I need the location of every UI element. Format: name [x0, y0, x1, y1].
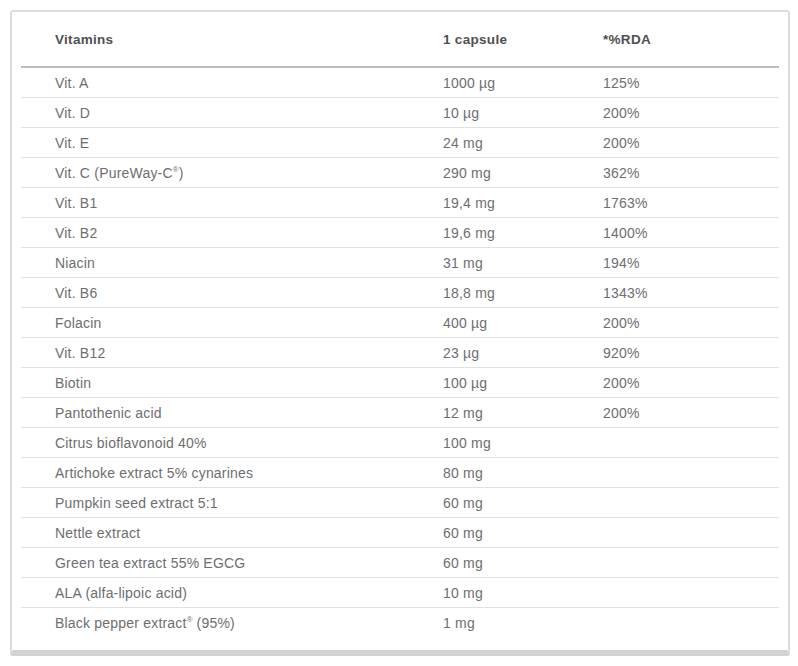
column-header-rda: *%RDA: [603, 32, 779, 47]
rda-value: 200%: [603, 135, 779, 151]
table-header-row: Vitamins 1 capsule *%RDA: [21, 12, 779, 68]
amount-value: 60 mg: [443, 495, 603, 511]
table-row: Vit. B119,4 mg1763%: [21, 188, 779, 218]
nutrition-table-card: Vitamins 1 capsule *%RDA Vit. A1000 µg12…: [10, 10, 790, 656]
table-row: Vit. E24 mg200%: [21, 128, 779, 158]
vitamin-name: Vit. C (PureWay-C®): [21, 165, 443, 181]
rda-value: 194%: [603, 255, 779, 271]
vitamin-name: Citrus bioflavonoid 40%: [21, 435, 443, 451]
page: Vitamins 1 capsule *%RDA Vit. A1000 µg12…: [0, 0, 798, 666]
amount-value: 19,6 mg: [443, 225, 603, 241]
registered-trademark-symbol: ®: [173, 165, 179, 174]
table-row: Vit. A1000 µg125%: [21, 68, 779, 98]
rda-value: 362%: [603, 165, 779, 181]
vitamin-name: Pumpkin seed extract 5:1: [21, 495, 443, 511]
amount-value: 24 mg: [443, 135, 603, 151]
rda-value: 200%: [603, 315, 779, 331]
amount-value: 60 mg: [443, 555, 603, 571]
amount-value: 10 mg: [443, 585, 603, 601]
vitamin-name: Nettle extract: [21, 525, 443, 541]
vitamin-name: Vit. B2: [21, 225, 443, 241]
rda-value: 200%: [603, 105, 779, 121]
amount-value: 80 mg: [443, 465, 603, 481]
vitamin-name: Artichoke extract 5% cynarines: [21, 465, 443, 481]
vitamin-name: Folacin: [21, 315, 443, 331]
rda-value: 1343%: [603, 285, 779, 301]
vitamin-name: Vit. B1: [21, 195, 443, 211]
column-header-vitamins: Vitamins: [21, 32, 443, 47]
vitamin-name: Vit. B12: [21, 345, 443, 361]
amount-value: 100 µg: [443, 375, 603, 391]
table-body: Vit. A1000 µg125%Vit. D10 µg200%Vit. E24…: [21, 68, 779, 638]
registered-trademark-symbol: ®: [187, 615, 193, 624]
vitamin-name: Vit. D: [21, 105, 443, 121]
table-row: Vit. B1223 µg920%: [21, 338, 779, 368]
table-row: Vit. C (PureWay-C®)290 mg362%: [21, 158, 779, 188]
amount-value: 12 mg: [443, 405, 603, 421]
vitamin-name: Black pepper extract® (95%): [21, 615, 443, 631]
table-row: Vit. D10 µg200%: [21, 98, 779, 128]
table-row: Vit. B219,6 mg1400%: [21, 218, 779, 248]
vitamin-name: ALA (alfa-lipoic acid): [21, 585, 443, 601]
amount-value: 10 µg: [443, 105, 603, 121]
table-row: Pumpkin seed extract 5:160 mg: [21, 488, 779, 518]
rda-value: 200%: [603, 375, 779, 391]
vitamin-name: Vit. B6: [21, 285, 443, 301]
table-row: Nettle extract60 mg: [21, 518, 779, 548]
amount-value: 1000 µg: [443, 75, 603, 91]
column-header-capsule: 1 capsule: [443, 32, 603, 47]
amount-value: 100 mg: [443, 435, 603, 451]
amount-value: 18,8 mg: [443, 285, 603, 301]
table-row: Citrus bioflavonoid 40%100 mg: [21, 428, 779, 458]
amount-value: 290 mg: [443, 165, 603, 181]
table-row: Folacin400 µg200%: [21, 308, 779, 338]
amount-value: 31 mg: [443, 255, 603, 271]
vitamin-name: Green tea extract 55% EGCG: [21, 555, 443, 571]
vitamin-name: Biotin: [21, 375, 443, 391]
table-row: Niacin31 mg194%: [21, 248, 779, 278]
vitamin-name: Pantothenic acid: [21, 405, 443, 421]
vitamin-name: Vit. A: [21, 75, 443, 91]
amount-value: 400 µg: [443, 315, 603, 331]
table-row: Pantothenic acid12 mg200%: [21, 398, 779, 428]
table-row: ALA (alfa-lipoic acid)10 mg: [21, 578, 779, 608]
table-row: Artichoke extract 5% cynarines80 mg: [21, 458, 779, 488]
amount-value: 23 µg: [443, 345, 603, 361]
amount-value: 19,4 mg: [443, 195, 603, 211]
table-row: Vit. B618,8 mg1343%: [21, 278, 779, 308]
rda-value: 920%: [603, 345, 779, 361]
table-row: Black pepper extract® (95%)1 mg: [21, 608, 779, 638]
vitamin-name: Vit. E: [21, 135, 443, 151]
table-row: Green tea extract 55% EGCG60 mg: [21, 548, 779, 578]
rda-value: 1763%: [603, 195, 779, 211]
vitamin-name: Niacin: [21, 255, 443, 271]
rda-value: 125%: [603, 75, 779, 91]
table-row: Biotin100 µg200%: [21, 368, 779, 398]
rda-value: 200%: [603, 405, 779, 421]
amount-value: 1 mg: [443, 615, 603, 631]
amount-value: 60 mg: [443, 525, 603, 541]
rda-value: 1400%: [603, 225, 779, 241]
